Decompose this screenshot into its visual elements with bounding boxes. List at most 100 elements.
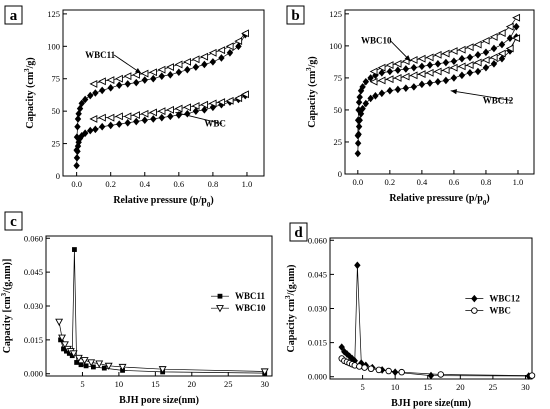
data-point xyxy=(141,116,148,125)
series-WBC12-desorption xyxy=(369,34,521,86)
data-point xyxy=(458,71,466,80)
data-point xyxy=(528,372,536,379)
x-axis-label: BJH pore size(nm) xyxy=(391,398,471,409)
data-point xyxy=(441,66,450,75)
data-point xyxy=(217,98,226,107)
x-tick-label: 25 xyxy=(489,382,498,392)
data-point xyxy=(184,65,191,74)
data-point xyxy=(367,74,374,82)
data-point xyxy=(74,115,82,123)
data-point xyxy=(89,115,98,123)
superscript: 3 xyxy=(284,295,292,299)
data-point xyxy=(150,115,157,123)
y-axis-label: Capacity (cm3/g) xyxy=(305,56,318,128)
data-point xyxy=(367,365,375,373)
data-point xyxy=(458,54,466,63)
panel-label-text: c xyxy=(10,214,17,230)
data-point xyxy=(465,43,474,52)
data-point xyxy=(101,365,107,371)
data-point xyxy=(191,102,200,110)
data-point xyxy=(442,58,450,67)
data-point xyxy=(208,48,217,57)
data-point xyxy=(409,71,418,80)
x-tick-label: 0.8 xyxy=(481,177,492,187)
data-point xyxy=(441,49,450,58)
data-point xyxy=(425,68,434,77)
x-tick-label: 0.2 xyxy=(105,179,116,189)
y-tick-label: 125 xyxy=(47,9,60,19)
data-point xyxy=(87,126,94,135)
annotation-label: WBC11 xyxy=(85,50,116,60)
data-point xyxy=(74,122,81,131)
data-point xyxy=(158,366,167,374)
data-point xyxy=(191,55,200,64)
data-point xyxy=(378,68,386,77)
panel-label: b xyxy=(286,5,305,25)
data-point xyxy=(167,112,174,121)
data-point xyxy=(355,98,363,107)
legend-label: WBC xyxy=(489,306,511,316)
y-tick-label: 100 xyxy=(47,41,60,51)
y-tick-label: 0.000 xyxy=(24,369,43,379)
data-point xyxy=(83,363,89,369)
data-point xyxy=(497,49,506,58)
data-point xyxy=(417,54,426,63)
data-point xyxy=(133,78,140,87)
legend: WBC11 WBC10 xyxy=(210,291,266,313)
data-point xyxy=(466,53,474,62)
data-point xyxy=(192,107,200,115)
data-point xyxy=(393,59,402,68)
data-point xyxy=(72,247,77,252)
y-tick-label: 0.000 xyxy=(308,372,327,382)
data-point xyxy=(490,44,498,53)
data-point xyxy=(377,63,386,72)
data-point xyxy=(433,67,442,76)
data-point xyxy=(174,60,183,69)
data-point xyxy=(393,73,402,82)
data-point xyxy=(398,368,405,376)
data-point xyxy=(402,65,410,73)
data-point xyxy=(184,109,191,118)
data-point xyxy=(457,62,466,71)
data-point xyxy=(118,363,127,372)
data-point xyxy=(73,154,81,162)
data-point xyxy=(481,36,490,45)
panel-c: c 5 10 15 20 25 30 0.000 0.015 0.030 0.045 0.060 BJH… xyxy=(0,211,273,406)
annotation-arrow xyxy=(175,112,222,125)
data-point xyxy=(473,40,482,49)
data-point xyxy=(505,44,514,53)
y-tick-label: 25 xyxy=(334,137,343,147)
data-point xyxy=(481,56,490,64)
legend-label: WBC12 xyxy=(489,294,520,304)
y-axis-label: Capacity (cm3/g) xyxy=(23,57,36,129)
data-point xyxy=(401,72,410,81)
x-tick-label: 0.4 xyxy=(417,177,428,187)
data-point xyxy=(97,77,106,86)
data-point xyxy=(375,366,383,374)
data-point xyxy=(74,354,83,363)
data-point xyxy=(69,353,75,359)
x-tick-label: 0.0 xyxy=(353,177,364,187)
x-axis-label: Relative pressure (p/p0) xyxy=(389,193,489,207)
data-point xyxy=(434,77,442,86)
data-point xyxy=(80,357,89,365)
data-point xyxy=(450,57,458,66)
data-point xyxy=(115,74,123,83)
x-axis-label: BJH pore size(nm) xyxy=(119,395,199,406)
legend-label: WBC10 xyxy=(235,303,266,313)
annotation-arrowhead xyxy=(175,111,182,117)
series-line xyxy=(357,26,517,136)
data-point xyxy=(356,116,363,124)
annotation-arrow xyxy=(450,90,512,101)
data-point xyxy=(449,47,458,55)
data-point xyxy=(505,22,514,31)
superscript: 3 xyxy=(305,67,313,71)
data-point xyxy=(225,96,234,105)
x-tick-label: 0.2 xyxy=(385,177,396,187)
data-point xyxy=(513,22,520,31)
annotation-arrowhead xyxy=(134,68,142,74)
data-point xyxy=(512,34,521,43)
data-point xyxy=(116,120,123,128)
data-point xyxy=(87,359,96,367)
x-tick-label: 30 xyxy=(521,382,530,392)
